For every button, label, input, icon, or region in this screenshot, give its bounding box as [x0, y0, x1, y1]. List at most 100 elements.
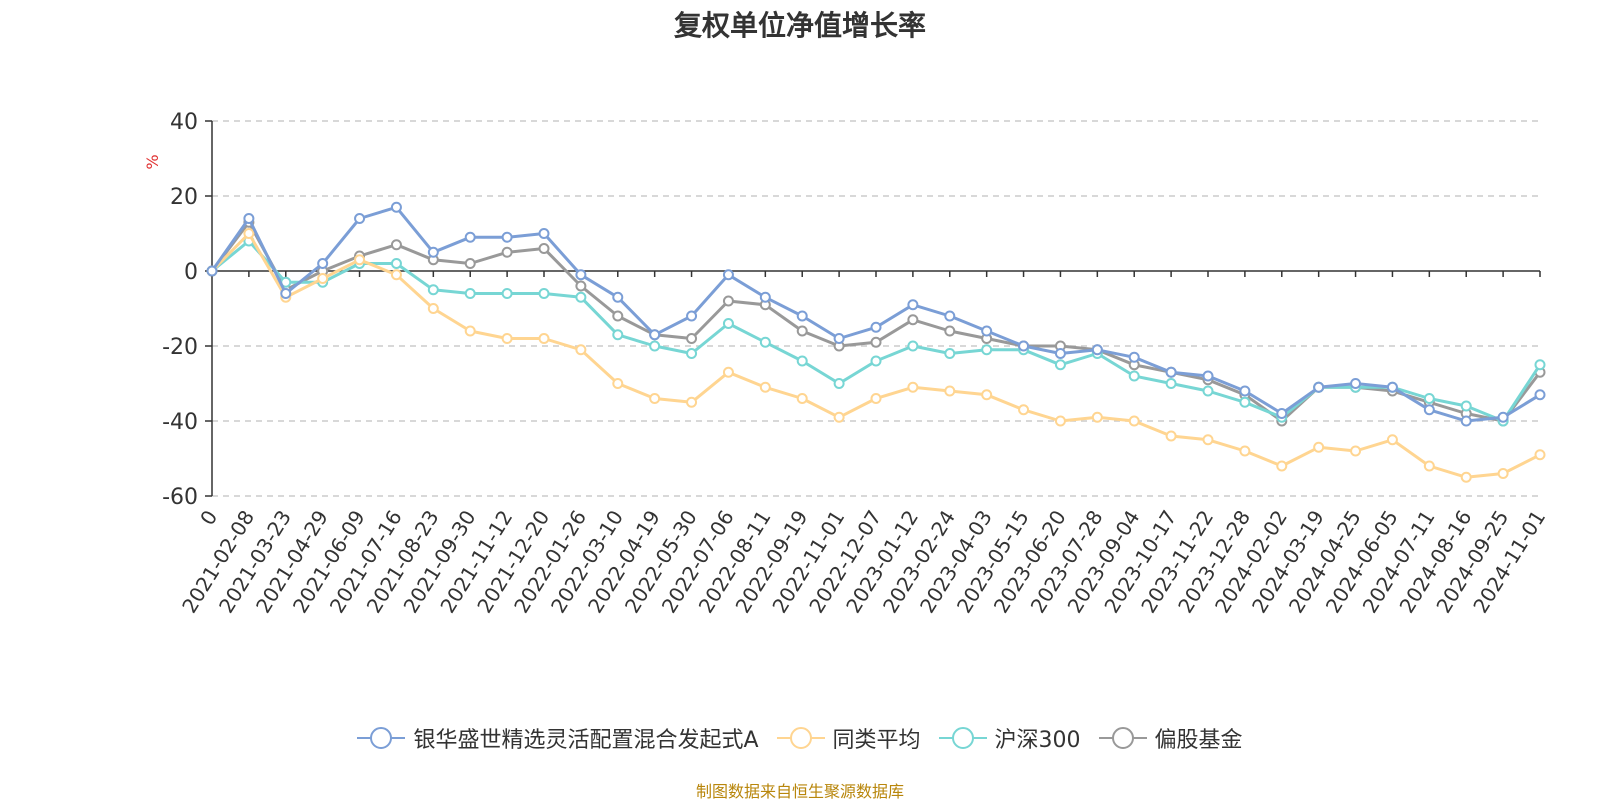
- data-point: [280, 288, 292, 299]
- y-tick-label: 0: [184, 260, 198, 285]
- data-point: [722, 269, 734, 281]
- data-point: [1018, 404, 1030, 416]
- data-point: [1460, 400, 1472, 412]
- data-point: [1165, 366, 1177, 378]
- data-point: [1423, 393, 1435, 404]
- data-point: [1534, 359, 1546, 371]
- data-point: [1054, 348, 1066, 359]
- data-point: [538, 228, 550, 239]
- data-point: [981, 389, 993, 401]
- data-point: [1534, 449, 1546, 461]
- data-point: [833, 333, 845, 344]
- data-point: [427, 303, 439, 314]
- data-point: [1165, 378, 1177, 389]
- data-point: [759, 381, 771, 393]
- data-point: [1276, 460, 1288, 472]
- legend-label: 银华盛世精选灵活配置混合发起式A: [413, 728, 759, 753]
- data-point: [538, 333, 550, 344]
- label-layer: 40200-20-40-60%02021-02-082021-03-232021…: [143, 110, 1550, 617]
- data-point: [1018, 340, 1030, 352]
- data-point: [612, 378, 624, 389]
- data-point: [1202, 370, 1214, 382]
- data-point: [722, 318, 734, 329]
- data-point: [1202, 434, 1214, 446]
- legend-marker-icon: [1098, 726, 1147, 750]
- series-line-3: [210, 220, 1542, 423]
- legend-item-0[interactable]: 银华盛世精选灵活配置混合发起式A: [357, 722, 759, 754]
- data-point: [354, 254, 366, 266]
- data-point: [501, 288, 513, 299]
- data-point: [796, 325, 808, 337]
- data-point: [944, 385, 956, 397]
- data-point: [1350, 378, 1362, 389]
- data-point: [427, 246, 439, 258]
- data-point: [649, 393, 661, 404]
- data-point: [464, 231, 476, 243]
- series-line-1: [210, 232, 1541, 479]
- data-point: [649, 329, 661, 341]
- data-point: [1054, 415, 1066, 427]
- data-point: [612, 329, 624, 341]
- data-point: [686, 348, 698, 359]
- data-point: [907, 299, 919, 311]
- x-tick-label: 0: [195, 506, 222, 530]
- data-point: [1386, 381, 1398, 393]
- y-tick-label: 20: [170, 185, 198, 210]
- data-point: [1423, 404, 1435, 416]
- legend-label: 偏股基金: [1154, 728, 1243, 753]
- data-point: [1423, 460, 1435, 472]
- data-point: [759, 336, 771, 348]
- data-point: [1165, 430, 1177, 442]
- data-point: [1350, 445, 1362, 457]
- data-point: [575, 280, 587, 292]
- data-point: [390, 201, 402, 213]
- data-point: [1128, 370, 1140, 382]
- data-point: [390, 269, 402, 281]
- data-point: [759, 291, 771, 303]
- data-point: [1239, 396, 1251, 408]
- data-point: [464, 258, 476, 269]
- data-point: [722, 295, 734, 307]
- data-point: [944, 325, 956, 337]
- data-point: [981, 325, 993, 337]
- legend-item-1[interactable]: 同类平均: [776, 722, 921, 754]
- data-point: [1239, 445, 1251, 457]
- axis-layer: [205, 120, 1541, 497]
- data-point: [686, 396, 698, 408]
- legend-marker-icon: [938, 726, 987, 750]
- data-point: [317, 273, 329, 284]
- data-point: [722, 366, 734, 378]
- legend-item-3[interactable]: 偏股基金: [1098, 722, 1243, 754]
- data-point: [390, 239, 402, 251]
- data-point: [1460, 471, 1472, 483]
- legend-label: 同类平均: [832, 728, 921, 753]
- data-point: [907, 381, 919, 393]
- data-point: [796, 310, 808, 322]
- data-point: [833, 378, 845, 389]
- data-point: [870, 355, 882, 367]
- legend-item-2[interactable]: 沪深300: [938, 722, 1081, 754]
- data-point: [649, 340, 661, 352]
- chart-title: 复权单位净值增长率: [673, 9, 926, 42]
- data-point: [1386, 434, 1398, 446]
- data-point: [501, 333, 513, 344]
- data-point: [1313, 381, 1325, 393]
- data-point: [1276, 408, 1288, 419]
- data-point: [1091, 411, 1103, 423]
- data-point: [981, 344, 993, 356]
- data-point: [538, 288, 550, 299]
- data-point: [1054, 359, 1066, 371]
- data-point: [1497, 411, 1509, 423]
- legend: 银华盛世精选灵活配置混合发起式A 同类平均 沪深300 偏股基金: [0, 722, 1600, 754]
- data-point: [1534, 389, 1546, 401]
- data-point: [833, 411, 845, 423]
- data-point: [317, 258, 329, 269]
- grid-layer: [212, 120, 1540, 497]
- data-point: [686, 310, 698, 322]
- data-point: [796, 393, 808, 404]
- data-source-note: 制图数据来自恒生聚源数据库: [695, 782, 904, 801]
- data-point: [243, 228, 255, 239]
- data-point: [206, 265, 218, 277]
- data-point: [1460, 415, 1472, 427]
